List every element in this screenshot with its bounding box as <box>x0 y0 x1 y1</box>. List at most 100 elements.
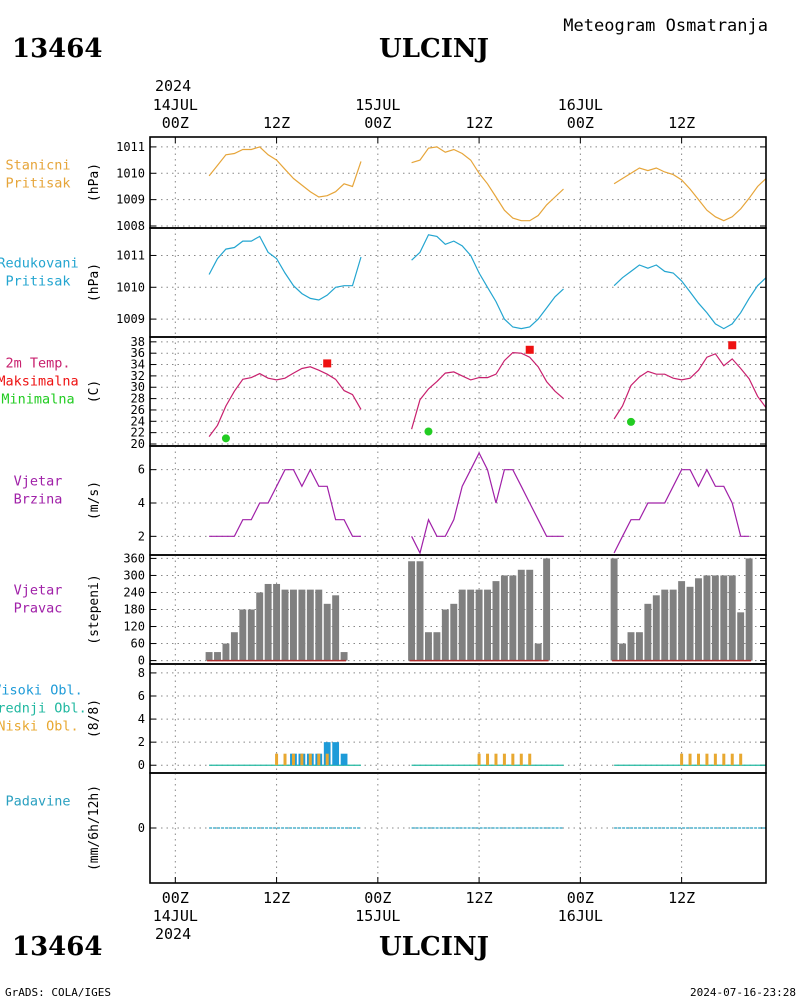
day-label: 16JUL <box>558 96 603 114</box>
panel-plot-area <box>209 742 766 766</box>
y-tick-label: 1009 <box>116 312 145 326</box>
panel-label: Vjetar <box>14 583 63 599</box>
panel-wind_direction: 0 60 120 180 240 300 360 (stepeni) Vjetar Pravac <box>14 551 767 668</box>
low-cloud-bar <box>519 753 523 766</box>
y-tick-label: 24 <box>131 414 145 428</box>
panel-frame <box>149 227 767 338</box>
y-tick-label: 0 <box>138 654 145 668</box>
panel-label: Pravac <box>14 601 63 617</box>
panel-plot-area <box>208 146 766 222</box>
panel-label: Maksimalna <box>0 374 79 390</box>
panel-precipitation: 0 (mm/6h/12h) Padavine <box>5 772 767 884</box>
panel-frame <box>149 445 767 556</box>
low-cloud-bar <box>739 753 743 766</box>
tmax-marker <box>323 359 332 368</box>
wind-direction-bar <box>695 578 702 661</box>
wind-direction-bar <box>678 581 686 661</box>
series-line-1 <box>209 468 361 537</box>
y-tick-label: 0 <box>138 758 145 772</box>
wind-direction-bar <box>543 558 551 661</box>
low-cloud-bar <box>502 753 506 766</box>
credit: GrADS: COLA/IGES <box>5 986 111 999</box>
y-axis-label: (8/8) <box>87 699 102 738</box>
y-tick-label: 1010 <box>116 280 145 294</box>
wind-direction-bar <box>281 589 289 661</box>
series-line-3 <box>613 468 750 554</box>
low-cloud-bar <box>528 753 532 766</box>
day-label: 15JUL <box>355 96 400 114</box>
wind-direction-bar <box>492 581 500 661</box>
wind-direction-bar <box>425 632 432 661</box>
panel-label: Minimalna <box>1 392 74 408</box>
low-cloud-bar <box>494 753 498 766</box>
time-tick-label: 12Z <box>263 114 290 132</box>
panel-reduced_pressure: 1009 1010 1011 (hPa) Redukovani Pritisak <box>0 227 767 338</box>
y-tick-label: 36 <box>131 346 145 360</box>
tmax-marker <box>728 341 737 350</box>
y-tick-label: 30 <box>131 380 145 394</box>
wind-direction-bar <box>306 589 314 661</box>
time-tick-label: 12Z <box>263 889 290 907</box>
day-label: 16JUL <box>558 907 603 925</box>
wind-direction-bar <box>661 589 669 661</box>
wind-direction-bar <box>737 612 745 661</box>
series-line-1 <box>208 366 362 437</box>
wind-direction-bar <box>500 575 508 661</box>
panel-label: Vjetar <box>14 474 63 490</box>
y-tick-label: 180 <box>123 603 145 617</box>
series-line-1 <box>208 146 362 198</box>
wind-direction-bar <box>332 595 340 661</box>
wind-direction-bar <box>509 575 517 661</box>
day-label: 15JUL <box>355 907 400 925</box>
wind-direction-bar <box>441 609 449 661</box>
y-tick-label: 4 <box>138 712 145 726</box>
panel-label: Visoki Obl. <box>0 683 83 699</box>
panel-label: Redukovani <box>0 256 79 272</box>
y-axis-label: (stepeni) <box>87 574 102 644</box>
low-cloud-bar <box>696 753 700 766</box>
wind-direction-bar <box>264 583 272 661</box>
day-label: 14JUL <box>153 96 198 114</box>
series-line-3 <box>613 264 766 330</box>
y-tick-label: 1011 <box>116 248 145 262</box>
wind-direction-bar <box>644 603 652 661</box>
y-tick-label: 20 <box>131 437 145 451</box>
panel-label: Brzina <box>14 492 63 508</box>
wind-direction-bar <box>230 632 238 661</box>
y-tick-label: 26 <box>131 403 145 417</box>
time-tick-label: 00Z <box>567 889 594 907</box>
y-tick-label: 240 <box>123 585 145 599</box>
timestamp: 2024-07-16-23:28 <box>690 986 796 999</box>
wind-direction-bar <box>475 589 483 661</box>
wind-direction-bar <box>315 589 323 661</box>
year-top: 2024 <box>155 77 191 95</box>
y-tick-label: 0 <box>138 821 145 835</box>
wind-direction-bar <box>222 643 230 661</box>
y-tick-label: 1010 <box>116 166 145 180</box>
panel-label: Pritisak <box>5 274 70 290</box>
wind-direction-bar <box>205 652 213 661</box>
low-cloud-bar <box>317 753 321 766</box>
low-cloud-bar <box>275 753 279 766</box>
y-axis-label: (hPa) <box>87 263 102 302</box>
y-tick-label: 38 <box>131 335 145 349</box>
panel-frame <box>149 136 767 229</box>
wind-direction-bar <box>652 595 660 661</box>
y-tick-label: 4 <box>138 496 145 510</box>
panel-plot-area <box>205 558 753 662</box>
wind-direction-bar <box>534 643 542 661</box>
wind-direction-bar <box>247 609 255 661</box>
y-tick-label: 2 <box>138 529 145 543</box>
wind-direction-bar <box>610 558 618 661</box>
wind-direction-bar <box>416 561 424 661</box>
y-axis-label: (m/s) <box>87 481 102 520</box>
day-label: 14JUL <box>153 907 198 925</box>
low-cloud-bar <box>705 753 709 766</box>
y-tick-label: 2 <box>138 735 145 749</box>
wind-direction-bar <box>323 603 331 661</box>
y-tick-label: 120 <box>123 620 145 634</box>
high-cloud-bar <box>340 753 348 766</box>
time-tick-label: 12Z <box>668 889 695 907</box>
